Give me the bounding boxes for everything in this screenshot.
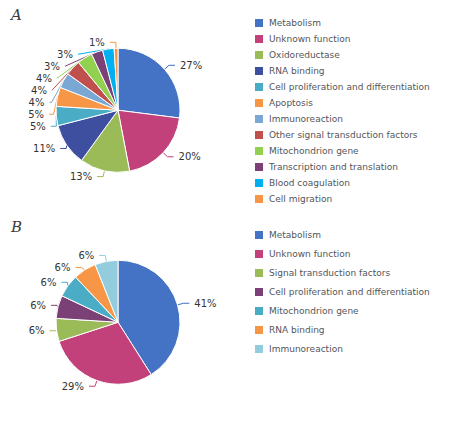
svg-text:Mitochondrion gene: Mitochondrion gene — [269, 306, 359, 316]
svg-text:A: A — [9, 6, 22, 24]
svg-text:11%: 11% — [33, 143, 55, 154]
svg-text:4%: 4% — [36, 73, 52, 84]
svg-text:Blood coagulation: Blood coagulation — [269, 178, 350, 188]
svg-text:Unknown function: Unknown function — [269, 249, 350, 259]
svg-text:B: B — [10, 218, 22, 236]
svg-text:27%: 27% — [180, 60, 202, 71]
svg-text:6%: 6% — [29, 325, 45, 336]
svg-text:3%: 3% — [57, 49, 73, 60]
svg-text:5%: 5% — [30, 121, 46, 132]
svg-text:5%: 5% — [28, 109, 44, 120]
svg-text:3%: 3% — [44, 61, 60, 72]
svg-text:41%: 41% — [194, 298, 216, 309]
svg-text:RNA binding: RNA binding — [269, 325, 325, 335]
svg-text:Metabolism: Metabolism — [269, 230, 321, 240]
svg-text:Immunoreaction: Immunoreaction — [269, 114, 343, 124]
svg-text:Immunoreaction: Immunoreaction — [269, 344, 343, 354]
svg-text:Oxidoreductase: Oxidoreductase — [269, 50, 340, 60]
svg-text:6%: 6% — [78, 250, 94, 261]
svg-text:6%: 6% — [41, 277, 57, 288]
svg-text:Other signal transduction fact: Other signal transduction factors — [269, 130, 418, 140]
svg-text:Transcription and translation: Transcription and translation — [268, 162, 398, 172]
svg-text:6%: 6% — [30, 300, 46, 311]
svg-text:4%: 4% — [29, 97, 45, 108]
svg-text:Apoptosis: Apoptosis — [269, 98, 313, 108]
svg-text:4%: 4% — [31, 85, 47, 96]
svg-text:RNA binding: RNA binding — [269, 66, 325, 76]
svg-text:Cell proliferation and differe: Cell proliferation and differentiation — [269, 82, 430, 92]
svg-text:Unknown function: Unknown function — [269, 34, 350, 44]
svg-text:20%: 20% — [179, 151, 201, 162]
svg-text:Cell migration: Cell migration — [269, 194, 332, 204]
svg-text:13%: 13% — [70, 171, 92, 182]
svg-text:Metabolism: Metabolism — [269, 18, 321, 28]
svg-text:29%: 29% — [62, 381, 84, 392]
svg-text:Mitochondrion gene: Mitochondrion gene — [269, 146, 359, 156]
svg-text:Cell proliferation and differe: Cell proliferation and differentiation — [269, 287, 430, 297]
svg-text:6%: 6% — [55, 262, 71, 273]
svg-text:1%: 1% — [89, 37, 105, 48]
svg-text:Signal transduction factors: Signal transduction factors — [269, 268, 390, 278]
